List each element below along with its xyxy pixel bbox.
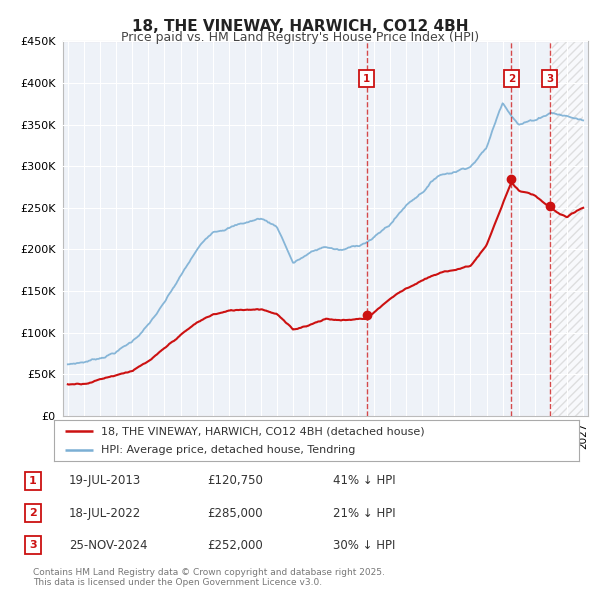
Text: 18, THE VINEWAY, HARWICH, CO12 4BH: 18, THE VINEWAY, HARWICH, CO12 4BH bbox=[132, 19, 468, 34]
Text: 2: 2 bbox=[29, 509, 37, 518]
Text: 21% ↓ HPI: 21% ↓ HPI bbox=[333, 507, 395, 520]
Text: £285,000: £285,000 bbox=[207, 507, 263, 520]
Text: 25-NOV-2024: 25-NOV-2024 bbox=[69, 539, 148, 552]
Text: 18-JUL-2022: 18-JUL-2022 bbox=[69, 507, 141, 520]
Text: 41% ↓ HPI: 41% ↓ HPI bbox=[333, 474, 395, 487]
Text: 18, THE VINEWAY, HARWICH, CO12 4BH (detached house): 18, THE VINEWAY, HARWICH, CO12 4BH (deta… bbox=[101, 426, 425, 436]
Text: 3: 3 bbox=[29, 540, 37, 550]
Text: £120,750: £120,750 bbox=[207, 474, 263, 487]
Text: Contains HM Land Registry data © Crown copyright and database right 2025.
This d: Contains HM Land Registry data © Crown c… bbox=[33, 568, 385, 587]
Text: 19-JUL-2013: 19-JUL-2013 bbox=[69, 474, 141, 487]
Text: 2: 2 bbox=[508, 74, 515, 84]
Text: Price paid vs. HM Land Registry's House Price Index (HPI): Price paid vs. HM Land Registry's House … bbox=[121, 31, 479, 44]
Text: HPI: Average price, detached house, Tendring: HPI: Average price, detached house, Tend… bbox=[101, 445, 356, 455]
Text: 3: 3 bbox=[546, 74, 553, 84]
Text: £252,000: £252,000 bbox=[207, 539, 263, 552]
Text: 1: 1 bbox=[363, 74, 370, 84]
Text: 1: 1 bbox=[29, 476, 37, 486]
Text: 30% ↓ HPI: 30% ↓ HPI bbox=[333, 539, 395, 552]
